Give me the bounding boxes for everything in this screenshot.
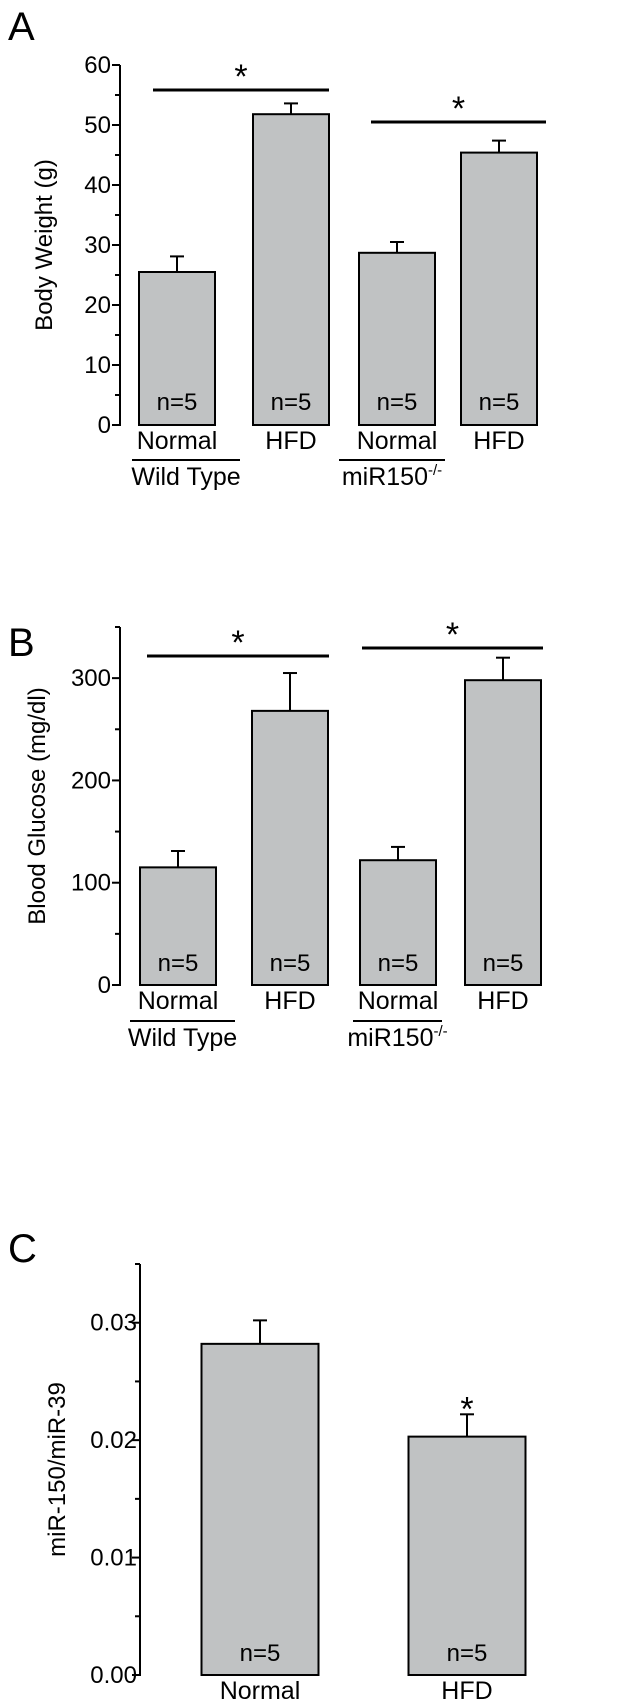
y-tick-label: 0.01 <box>90 1545 137 1572</box>
n-label: n=5 <box>240 1640 281 1667</box>
n-label: n=5 <box>377 389 418 416</box>
n-label: n=5 <box>483 950 524 977</box>
panel-letter: A <box>8 5 35 49</box>
significance-star: * <box>446 616 459 654</box>
n-label: n=5 <box>157 389 198 416</box>
y-axis-label: Body Weight (g) <box>31 159 58 331</box>
y-tick-label: 0.03 <box>90 1310 137 1337</box>
y-tick-label: 20 <box>84 292 111 319</box>
panel-b: B n=5 n=5 n=5 n=5 0 100 200 300 Blood Glucose (m… <box>8 616 543 1052</box>
y-tick-label: 0.02 <box>90 1427 137 1454</box>
group-label-superscript: -/- <box>433 1023 447 1040</box>
bar <box>464 679 542 987</box>
bar <box>138 271 216 426</box>
y-tick-label: 200 <box>71 767 111 794</box>
n-label: n=5 <box>271 389 312 416</box>
n-label: n=5 <box>479 389 520 416</box>
y-axis-label: miR-150/miR-39 <box>44 1382 71 1557</box>
n-label: n=5 <box>378 950 419 977</box>
group-label-superscript: -/- <box>428 462 442 479</box>
category-label: HFD <box>473 427 524 455</box>
category-label: HFD <box>477 987 528 1015</box>
bar <box>139 866 217 986</box>
n-label: n=5 <box>158 950 199 977</box>
category-label: Normal <box>357 427 438 455</box>
category-label: Normal <box>138 987 219 1015</box>
y-tick-label: 0.00 <box>90 1662 137 1689</box>
panel-letter: B <box>8 621 35 665</box>
panel-c: C n=5 n=5 * 0.00 0.01 0.02 0.03 miR-150/miR-39 N… <box>8 1227 527 1699</box>
bar <box>358 251 436 426</box>
y-tick-label: 10 <box>84 352 111 379</box>
y-tick-label: 30 <box>84 232 111 259</box>
bar <box>200 1342 320 1676</box>
n-label: n=5 <box>447 1640 488 1667</box>
group-label: Wild Type <box>131 463 240 491</box>
category-label: HFD <box>264 987 315 1015</box>
y-tick-label: 300 <box>71 665 111 692</box>
category-label: Normal <box>137 427 218 455</box>
bar <box>251 709 329 986</box>
significance-star: * <box>452 90 465 128</box>
category-label: Normal <box>358 987 439 1015</box>
y-tick-label: 40 <box>84 172 111 199</box>
panel-a: A n=5 n=5 n=5 n=5 0 10 20 30 40 50 60 Body Weight (… <box>8 5 546 491</box>
category-label: HFD <box>441 1677 492 1699</box>
panel-letter: C <box>8 1227 37 1271</box>
category-label: HFD <box>265 427 316 455</box>
group-label: miR150-/- <box>347 1023 447 1052</box>
y-tick-label: 0 <box>98 412 111 439</box>
significance-star: * <box>231 624 244 662</box>
significance-star: * <box>460 1390 473 1428</box>
bar <box>460 151 538 426</box>
y-axis-label: Blood Glucose (mg/dl) <box>24 687 51 924</box>
n-label: n=5 <box>270 950 311 977</box>
group-label: miR150-/- <box>342 462 442 491</box>
y-tick-label: 100 <box>71 870 111 897</box>
y-tick-label: 50 <box>84 112 111 139</box>
significance-star: * <box>234 58 247 96</box>
y-tick-label: 0 <box>98 972 111 999</box>
group-label: Wild Type <box>128 1024 237 1052</box>
y-tick-label: 60 <box>84 52 111 79</box>
bar <box>252 113 330 426</box>
category-label: Normal <box>220 1677 301 1699</box>
